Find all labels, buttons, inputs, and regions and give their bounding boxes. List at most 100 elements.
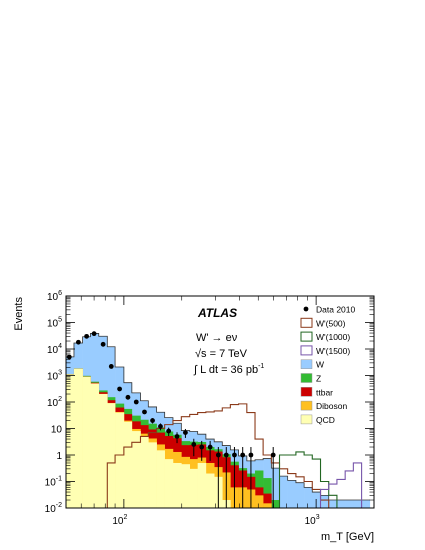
stack-bar-w-32 bbox=[328, 500, 338, 508]
data-point-20 bbox=[232, 452, 237, 458]
legend-label-0: Data 2010 bbox=[316, 305, 355, 315]
legend-swatch-7 bbox=[300, 400, 313, 411]
stack-bar-qcd-4 bbox=[98, 394, 108, 508]
x-tick-label-0: 102 bbox=[112, 514, 127, 527]
stack-bar-ttbar-24 bbox=[263, 493, 272, 508]
stack-bar-w-31 bbox=[320, 495, 330, 508]
data-point-14 bbox=[183, 430, 188, 436]
y-tick-label-1: 10-1 bbox=[45, 476, 62, 489]
stack-bar-qcd-13 bbox=[172, 462, 182, 508]
data-point-5 bbox=[108, 364, 114, 369]
signal-line-0 bbox=[66, 403, 370, 508]
stack-bar-qcd-17 bbox=[205, 473, 215, 508]
stack-bar-qcd-5 bbox=[107, 403, 116, 508]
stack-total-outline bbox=[66, 333, 370, 501]
y-tick-label-0: 10-2 bbox=[45, 502, 62, 515]
y-tick-label-8: 106 bbox=[47, 290, 62, 303]
stack-bar-qcd-12 bbox=[164, 459, 174, 508]
data-point-12 bbox=[166, 428, 172, 434]
stack-bar-qcd-10 bbox=[148, 442, 157, 508]
stack-bar-qcd-2 bbox=[82, 376, 91, 508]
signal-line-2 bbox=[66, 462, 370, 508]
data-point-9 bbox=[142, 409, 147, 415]
legend-label-4: W bbox=[316, 360, 324, 370]
stack-bar-qcd-14 bbox=[181, 464, 191, 508]
stack-bar-qcd-9 bbox=[140, 436, 149, 508]
legend-marker-data bbox=[303, 306, 309, 312]
atlas-label: ATLAS bbox=[197, 306, 237, 320]
stack-bar-z-24 bbox=[263, 478, 272, 508]
axes: 10-2 10-1 1 10 102 103 104 105 106 102 103 bbox=[45, 290, 375, 527]
legend-label-2: W'(1000) bbox=[316, 332, 350, 342]
stack-bar-w-35 bbox=[353, 500, 362, 508]
stack-bar-w-29 bbox=[304, 487, 313, 508]
signal-line-1 bbox=[66, 451, 370, 508]
data-point-18 bbox=[215, 452, 221, 458]
data-point-6 bbox=[117, 386, 122, 392]
y-tick-label-5: 103 bbox=[47, 370, 62, 383]
stack-bar-qcd-8 bbox=[131, 431, 141, 508]
stack-bar-qcd-3 bbox=[90, 383, 100, 508]
stack-bar-z-25 bbox=[271, 500, 280, 508]
x-axis-label: m_T [GeV] bbox=[321, 531, 374, 543]
stack-bar-diboson-24 bbox=[263, 503, 272, 508]
legend-swatch-1 bbox=[300, 317, 313, 328]
energy-label: √s = 7 TeV bbox=[195, 348, 248, 360]
y-tick-label-7: 105 bbox=[47, 317, 62, 330]
x-tick-label-1: 103 bbox=[305, 514, 320, 527]
stack-bar-w-25 bbox=[271, 468, 280, 508]
data-point-8 bbox=[133, 399, 139, 405]
stack-bar-qcd-15 bbox=[189, 468, 198, 508]
stack-bar-w-26 bbox=[279, 476, 288, 508]
signal-histograms bbox=[66, 403, 370, 508]
stack-bar-w-33 bbox=[336, 500, 346, 508]
data-point-15 bbox=[191, 442, 197, 447]
stack-bar-qcd-0 bbox=[66, 374, 75, 508]
legend-swatch-2 bbox=[300, 331, 313, 342]
lumi-label: ∫ L dt = 36 pb-1 bbox=[193, 363, 264, 376]
stacked-backgrounds bbox=[66, 333, 371, 508]
stack-bar-w-30 bbox=[312, 492, 321, 508]
data-point-21 bbox=[240, 452, 246, 458]
stack-bar-w-36 bbox=[361, 500, 371, 508]
y-tick-label-6: 104 bbox=[47, 343, 62, 356]
data-point-3 bbox=[91, 331, 97, 337]
data-point-19 bbox=[223, 452, 229, 458]
y-tick-label-3: 10 bbox=[51, 425, 63, 436]
stack-bar-qcd-1 bbox=[73, 368, 83, 508]
legend-swatch-3 bbox=[300, 345, 313, 356]
data-points bbox=[66, 331, 276, 508]
stack-bar-w-28 bbox=[295, 482, 305, 508]
data-point-1 bbox=[75, 339, 81, 345]
data-point-4 bbox=[100, 341, 106, 347]
stack-bar-qcd-6 bbox=[115, 412, 125, 508]
legend-swatch-6 bbox=[300, 387, 313, 397]
y-tick-label-4: 102 bbox=[47, 396, 62, 409]
data-point-23 bbox=[270, 452, 276, 458]
data-point-2 bbox=[84, 333, 90, 339]
legend-label-3: W'(1500) bbox=[316, 346, 350, 356]
data-point-16 bbox=[199, 444, 205, 450]
legend-label-6: ttbar bbox=[316, 387, 333, 397]
process-label: W' → eν bbox=[196, 332, 238, 344]
data-point-10 bbox=[150, 418, 155, 423]
stack-bar-diboson-23 bbox=[255, 495, 264, 508]
legend-swatch-5 bbox=[300, 373, 313, 383]
y-tick-label-2: 1 bbox=[56, 451, 62, 462]
legend-label-1: W'(500) bbox=[316, 318, 346, 328]
legend-swatch-8 bbox=[300, 414, 313, 425]
legend-label-5: Z bbox=[316, 374, 321, 384]
annotations: ATLAS W' → eν √s = 7 TeV ∫ L dt = 36 pb-… bbox=[193, 306, 264, 376]
y-axis-label: Events bbox=[13, 297, 25, 331]
data-point-7 bbox=[125, 394, 131, 400]
stack-bar-qcd-11 bbox=[156, 450, 165, 508]
data-point-11 bbox=[158, 424, 163, 429]
stack-bar-w-34 bbox=[345, 500, 354, 508]
legend-label-7: Diboson bbox=[316, 401, 347, 411]
stack-bar-qcd-16 bbox=[197, 462, 207, 508]
legend-swatch-4 bbox=[300, 359, 313, 369]
stack-bar-w-27 bbox=[287, 480, 297, 508]
data-point-22 bbox=[248, 452, 254, 458]
